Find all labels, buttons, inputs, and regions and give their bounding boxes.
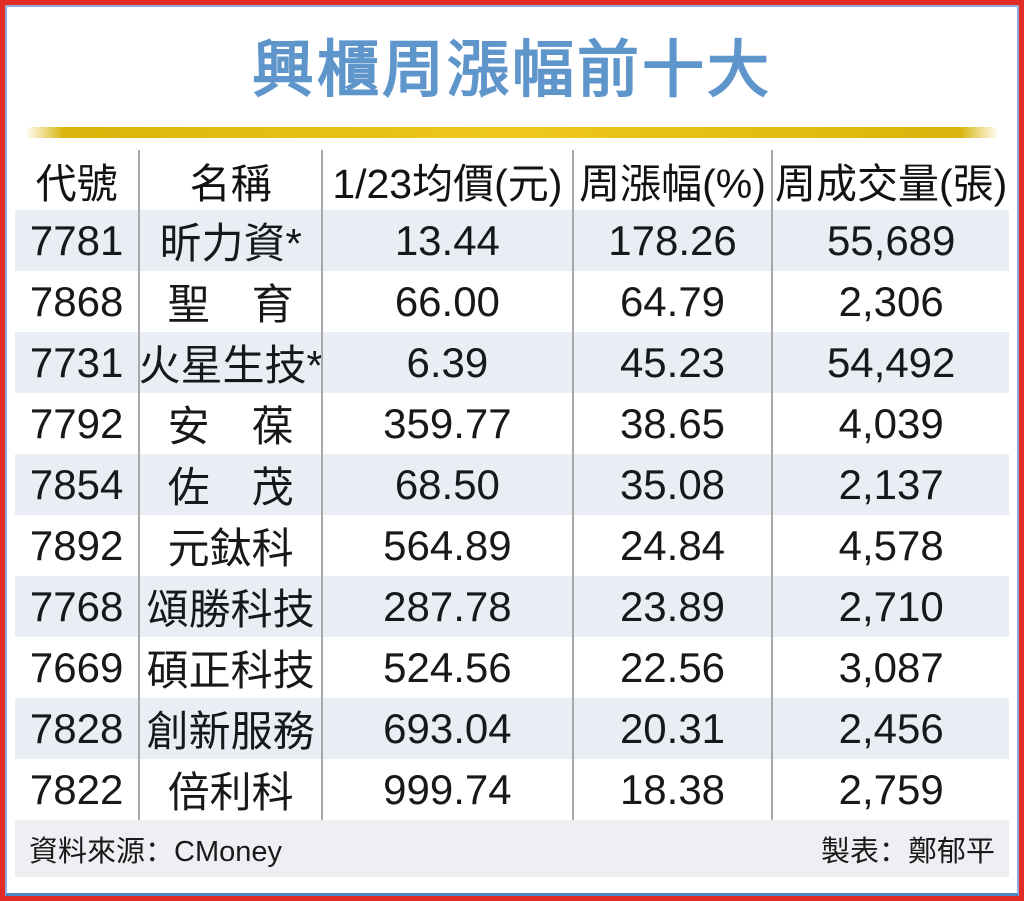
credit-label: 製表：鄭郁平	[820, 835, 995, 868]
code-cell: 7892	[15, 515, 141, 576]
volume-cell: 55,689	[826, 216, 956, 264]
code-cell: 7731	[15, 332, 141, 393]
table-row: 7768 頌勝科技 287.78 23.89 2,710	[15, 576, 1009, 637]
volume-cell: 2,710	[838, 582, 944, 630]
code-cell: 7854	[15, 454, 141, 515]
price-cell: 999.74	[323, 759, 574, 820]
table-row: 7792 安 葆 359.77 38.65 4,039	[15, 393, 1009, 454]
code-cell: 7822	[15, 759, 141, 820]
change-cell: 22.56	[574, 637, 774, 698]
table-footer: 資料來源：CMoney 製表：鄭郁平	[15, 820, 1009, 877]
name-cell: 佐 茂	[140, 454, 324, 515]
page-title: 興櫃周漲幅前十大	[251, 36, 772, 105]
name-cell: 元鈦科	[140, 515, 324, 576]
table-row: 7822 倍利科 999.74 18.38 2,759	[15, 759, 1009, 820]
name-cell: 火星生技*	[140, 332, 324, 393]
name-cell: 創新服務	[140, 698, 324, 759]
change-cell: 64.79	[574, 271, 774, 332]
gainers-table: 代號 名稱 1/23均價(元) 周漲幅(%) 周成交量(張) 7781 昕力資*…	[15, 150, 1009, 820]
name-cell: 安 葆	[140, 393, 324, 454]
table-header-row: 代號 名稱 1/23均價(元) 周漲幅(%) 周成交量(張)	[15, 150, 1009, 210]
table-row: 7892 元鈦科 564.89 24.84 4,578	[15, 515, 1009, 576]
name-cell: 聖 育	[140, 271, 324, 332]
change-cell: 23.89	[574, 576, 774, 637]
name-cell: 倍利科	[140, 759, 324, 820]
volume-cell: 4,039	[838, 399, 944, 447]
price-cell: 564.89	[323, 515, 574, 576]
volume-cell: 2,456	[838, 704, 944, 752]
gold-divider	[25, 127, 999, 138]
volume-cell: 3,087	[838, 643, 944, 691]
header-volume: 周成交量(張)	[775, 161, 1008, 207]
volume-cell: 54,492	[826, 338, 956, 386]
name-cell: 昕力資*	[140, 210, 324, 271]
header-change: 周漲幅(%)	[574, 150, 774, 210]
code-cell: 7768	[15, 576, 141, 637]
change-cell: 18.38	[574, 759, 774, 820]
change-cell: 20.31	[574, 698, 774, 759]
table-row: 7854 佐 茂 68.50 35.08 2,137	[15, 454, 1009, 515]
volume-cell: 2,759	[838, 765, 944, 813]
change-cell: 35.08	[574, 454, 774, 515]
change-cell: 24.84	[574, 515, 774, 576]
name-cell: 碩正科技	[140, 637, 324, 698]
volume-cell: 4,578	[838, 521, 944, 569]
price-cell: 68.50	[323, 454, 574, 515]
table-row: 7828 創新服務 693.04 20.31 2,456	[15, 698, 1009, 759]
code-cell: 7868	[15, 271, 141, 332]
price-cell: 13.44	[323, 210, 574, 271]
inner-frame: 興櫃周漲幅前十大 代號 名稱 1/23均價(元) 周漲幅(%) 周成交量(張) …	[5, 5, 1019, 896]
table-row: 7731 火星生技* 6.39 45.23 54,492	[15, 332, 1009, 393]
change-cell: 178.26	[574, 210, 774, 271]
header-code: 代號	[15, 150, 141, 210]
table-row: 7868 聖 育 66.00 64.79 2,306	[15, 271, 1009, 332]
price-cell: 6.39	[323, 332, 574, 393]
code-cell: 7792	[15, 393, 141, 454]
code-cell: 7828	[15, 698, 141, 759]
header-name: 名稱	[140, 150, 324, 210]
name-cell: 頌勝科技	[140, 576, 324, 637]
price-cell: 359.77	[323, 393, 574, 454]
change-cell: 45.23	[574, 332, 774, 393]
code-cell: 7781	[15, 210, 141, 271]
source-label: 資料來源：CMoney	[29, 835, 282, 868]
price-cell: 524.56	[323, 637, 574, 698]
price-cell: 693.04	[323, 698, 574, 759]
code-cell: 7669	[15, 637, 141, 698]
header-price: 1/23均價(元)	[323, 150, 574, 210]
volume-cell: 2,306	[838, 277, 944, 325]
volume-cell: 2,137	[838, 460, 944, 508]
table-row: 7781 昕力資* 13.44 178.26 55,689	[15, 210, 1009, 271]
price-cell: 287.78	[323, 576, 574, 637]
change-cell: 38.65	[574, 393, 774, 454]
price-cell: 66.00	[323, 271, 574, 332]
table-row: 7669 碩正科技 524.56 22.56 3,087	[15, 637, 1009, 698]
